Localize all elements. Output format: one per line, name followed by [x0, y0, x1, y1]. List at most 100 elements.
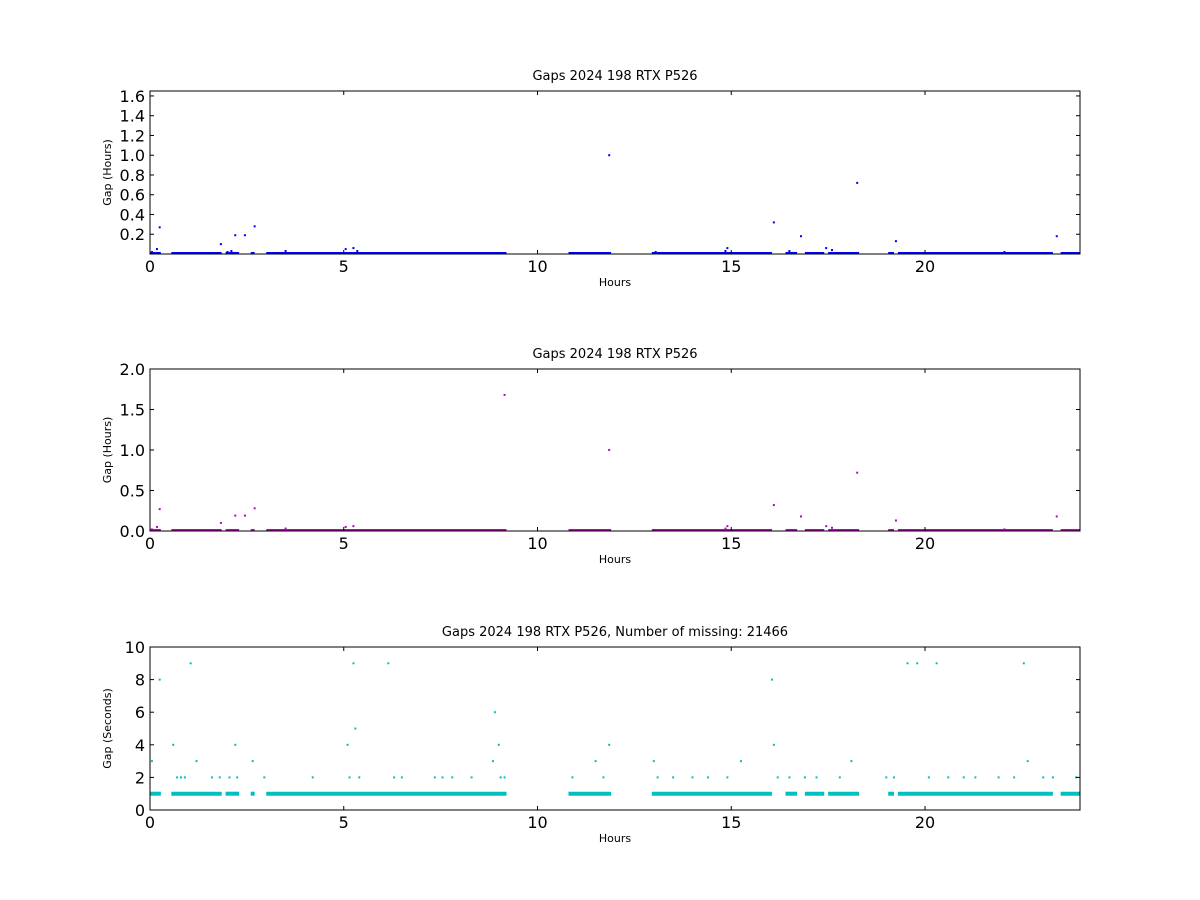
data-point: [243, 514, 246, 517]
data-point: [707, 776, 709, 779]
data-point: [158, 678, 161, 681]
data-point: [158, 508, 161, 511]
y-tick-label: 1.4: [120, 107, 145, 126]
data-point: [491, 760, 494, 763]
data-point: [856, 471, 859, 474]
data-point: [947, 776, 950, 779]
y-tick-label: 1.5: [120, 401, 145, 420]
data-point: [263, 776, 266, 779]
data-point: [346, 743, 349, 746]
data-point: [571, 776, 574, 779]
chart-title: Gaps 2024 198 RTX P526, Number of missin…: [442, 625, 788, 640]
data-point: [608, 449, 611, 451]
data-point: [724, 250, 727, 253]
data-point: [400, 776, 403, 779]
data-marks: [150, 154, 1080, 254]
data-point: [594, 760, 597, 763]
data-point: [356, 250, 359, 253]
plot-frame: [149, 368, 1081, 532]
data-point: [803, 776, 806, 779]
y-tick-label: 0.4: [120, 205, 145, 224]
data-point: [1051, 776, 1054, 779]
data-point: [838, 776, 841, 779]
data-point: [493, 711, 496, 714]
data-point: [1003, 528, 1006, 531]
data-point: [499, 776, 502, 779]
x-tick-label: 5: [339, 813, 349, 832]
y-tick-label: 0.5: [120, 482, 145, 501]
data-point: [236, 776, 239, 779]
data-point: [284, 250, 287, 253]
data-point: [1003, 251, 1006, 254]
data-point: [739, 760, 742, 763]
x-tick-label: 15: [721, 257, 741, 276]
data-point: [672, 776, 675, 779]
data-point: [503, 776, 506, 779]
x-axis-label: Hours: [599, 553, 631, 566]
x-tick-label: 5: [339, 257, 349, 276]
data-point: [219, 521, 222, 524]
data-point: [234, 234, 237, 237]
data-point: [243, 234, 246, 237]
x-tick-label: 0: [145, 813, 155, 832]
data-point: [608, 154, 611, 157]
y-tick-label: 1.2: [120, 126, 145, 145]
data-point: [150, 251, 153, 254]
data-point: [180, 776, 182, 779]
data-point: [825, 247, 828, 250]
data-point: [916, 662, 919, 665]
y-tick-label: 6: [135, 703, 145, 722]
y-axis-label: Gap (Seconds): [101, 688, 114, 769]
data-point: [234, 743, 237, 746]
data-point: [219, 243, 222, 246]
data-point: [831, 249, 833, 252]
data-point: [253, 507, 256, 510]
data-point: [158, 226, 161, 229]
data-point: [155, 248, 158, 251]
data-point: [1042, 776, 1045, 779]
y-tick-label: 1.0: [120, 441, 145, 460]
data-point: [441, 776, 444, 779]
chart-title: Gaps 2024 198 RTX P526: [532, 69, 697, 84]
data-point: [726, 525, 729, 528]
data-point: [772, 743, 775, 746]
data-point: [311, 776, 314, 779]
data-point: [352, 662, 355, 665]
data-point: [1055, 515, 1058, 518]
data-point: [726, 776, 729, 779]
x-tick-label: 15: [721, 534, 741, 553]
x-axis-label: Hours: [599, 276, 631, 289]
x-tick-label: 0: [145, 534, 155, 553]
data-point: [935, 662, 938, 665]
data-point: [211, 776, 213, 779]
data-point: [893, 776, 895, 779]
data-point: [654, 251, 657, 254]
data-point: [906, 662, 909, 665]
plot-frame: [149, 90, 1081, 255]
data-point: [358, 776, 361, 779]
data-point: [348, 776, 351, 779]
data-point: [155, 525, 158, 528]
data-point: [831, 526, 833, 529]
data-point: [451, 776, 454, 779]
data-point: [770, 678, 773, 681]
data-point: [776, 776, 779, 779]
data-point: [284, 527, 287, 530]
data-point: [788, 250, 791, 253]
data-point: [172, 743, 175, 746]
data-point: [228, 776, 231, 779]
data-point: [850, 760, 853, 763]
data-point: [433, 776, 436, 779]
x-tick-label: 10: [527, 534, 547, 553]
data-point: [772, 504, 775, 507]
data-point: [1055, 235, 1058, 238]
data-point: [354, 727, 357, 730]
data-point: [825, 525, 828, 528]
y-tick-label: 1.6: [120, 87, 145, 106]
y-tick-label: 0: [135, 801, 145, 820]
data-point: [772, 221, 775, 224]
data-point: [800, 515, 802, 518]
data-point: [234, 514, 237, 517]
y-tick-label: 0.8: [120, 166, 145, 185]
data-point: [815, 776, 818, 779]
